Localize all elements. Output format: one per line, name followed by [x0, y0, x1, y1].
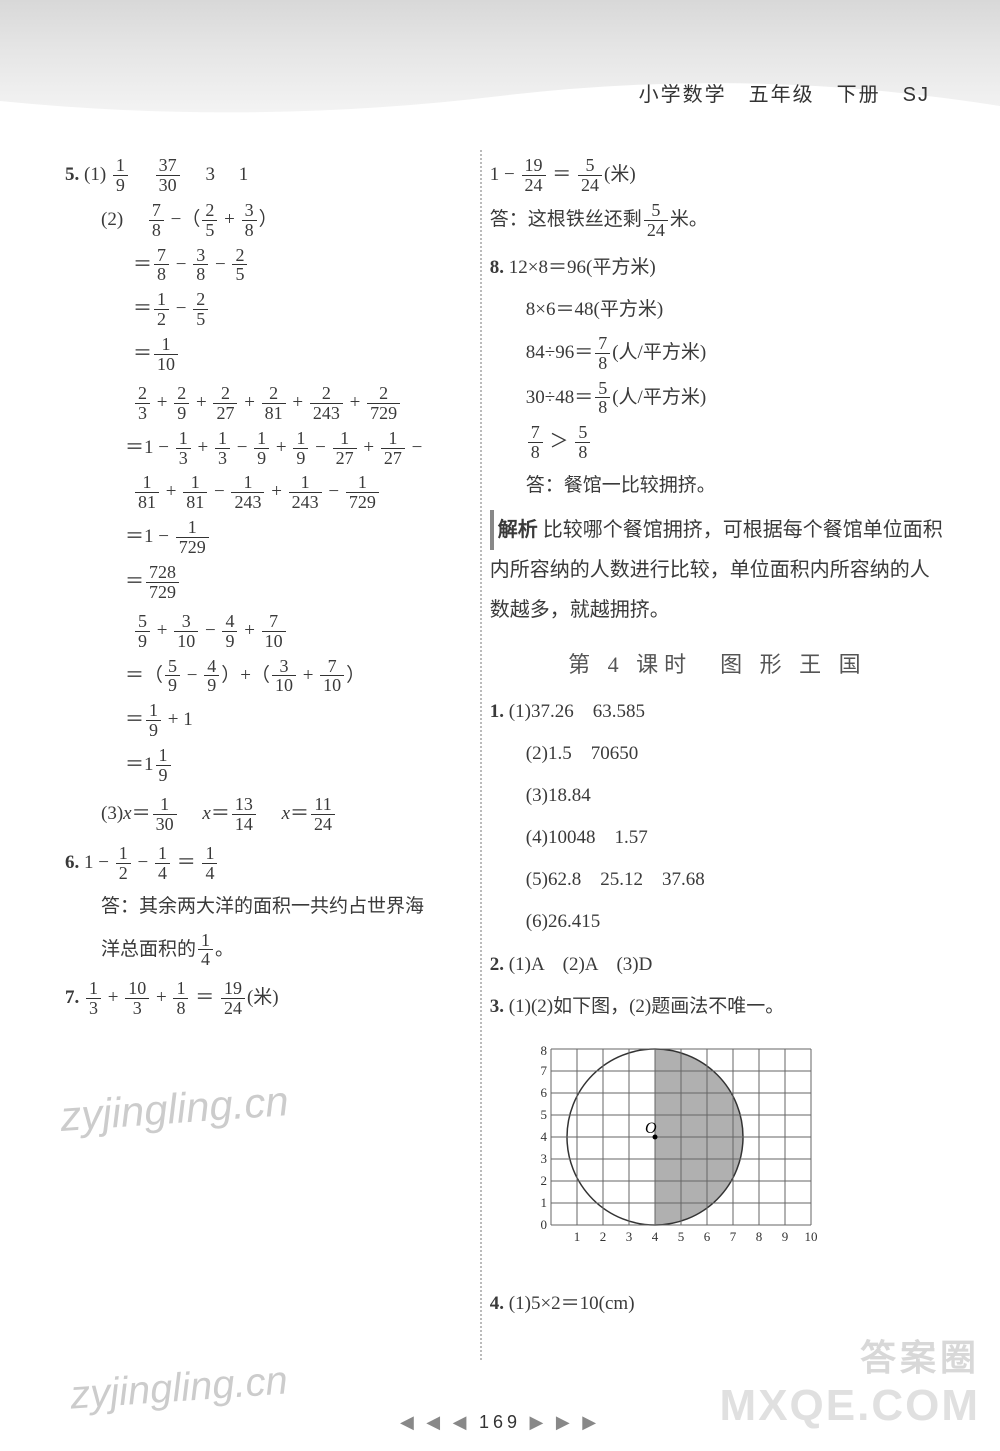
q6: 6. 1 − 12 − 14 ＝ 14 — [65, 844, 445, 883]
svg-text:2: 2 — [540, 1173, 547, 1188]
svg-text:0: 0 — [540, 1217, 547, 1232]
svg-text:4: 4 — [652, 1229, 659, 1244]
q5-1-sub: (1) — [84, 164, 106, 185]
page-header: 小学数学 五年级 下册 SJ — [0, 0, 1000, 120]
svg-text:6: 6 — [704, 1229, 711, 1244]
q5-3-sub: (3) — [101, 803, 123, 824]
s2: 2. (1)A (2)A (3)D — [490, 947, 945, 983]
val: 3 — [205, 164, 215, 185]
s1-4: (4)10048 1.57 — [490, 820, 945, 856]
step: ＝110 — [65, 335, 445, 374]
q6-label: 6. — [65, 851, 79, 872]
q7-ans: 答：这根铁丝还剩524米。 — [490, 201, 945, 240]
svg-text:3: 3 — [540, 1151, 547, 1166]
svg-text:10: 10 — [804, 1229, 817, 1244]
right-column: 1 − 1924 ＝ 524(米) 答：这根铁丝还剩524米。 8. 12×8＝… — [470, 150, 945, 1380]
q5-2-sub: (2) — [101, 209, 123, 230]
arrow-right-icon: ▶ ▶ ▶ — [530, 1412, 601, 1432]
svg-text:6: 6 — [540, 1085, 547, 1100]
q7-label: 7. — [65, 987, 79, 1008]
q8-l3: 84÷96＝78(人/平方米) — [490, 334, 945, 373]
column-divider — [480, 150, 482, 1360]
s3: 3. (1)(2)如下图，(2)题画法不唯一。 — [490, 989, 945, 1025]
step: ＝12 − 25 — [65, 290, 445, 329]
q6-ans1: 答：其余两大洋的面积一共约占世界海 — [65, 889, 445, 925]
svg-text:8: 8 — [756, 1229, 763, 1244]
q8-l2: 8×6＝48(平方米) — [490, 292, 945, 328]
s1-2: (2)1.5 70650 — [490, 736, 945, 772]
val: 19 — [113, 156, 128, 195]
svg-text:9: 9 — [782, 1229, 789, 1244]
analysis-label: 解析 — [490, 510, 538, 550]
section-title: 第 4 课时 图 形 王 国 — [490, 644, 945, 686]
s1-1: 1. (1)37.26 63.585 — [490, 694, 945, 730]
step: ＝1 − 1729 — [65, 518, 445, 557]
q5-2-expr: (2) 78 −（25 + 38） — [65, 201, 445, 240]
q8-l1: 8. 12×8＝96(平方米) — [490, 250, 945, 286]
arrow-left-icon: ◀ ◀ ◀ — [400, 1412, 471, 1432]
q5-expr3: 59 + 310 − 49 + 710 — [65, 612, 445, 651]
step: ＝728729 — [65, 563, 445, 602]
s4: 4. (1)5×2＝10(cm) — [490, 1286, 945, 1322]
s1-6: (6)26.415 — [490, 904, 945, 940]
svg-text:7: 7 — [730, 1229, 737, 1244]
svg-text:5: 5 — [678, 1229, 685, 1244]
q8-analysis: 解析 比较哪个餐馆拥挤，可根据每个餐馆单位面积内所容纳的人数进行比较，单位面积内… — [490, 510, 945, 630]
q5-label: 5. — [65, 164, 79, 185]
s1-3: (3)18.84 — [490, 778, 945, 814]
q5-3: (3)x＝130 x＝1314 x＝1124 — [65, 795, 445, 834]
svg-text:2: 2 — [600, 1229, 607, 1244]
step: ＝1 − 13 + 13 − 19 + 19 − 127 + 127 − — [65, 429, 445, 468]
svg-text:3: 3 — [626, 1229, 633, 1244]
svg-text:O: O — [645, 1120, 657, 1137]
q6-ans2: 洋总面积的14。 — [65, 931, 445, 970]
analysis-body: 比较哪个餐馆拥挤，可根据每个餐馆单位面积内所容纳的人数进行比较，单位面积内所容纳… — [490, 519, 943, 621]
svg-text:7: 7 — [540, 1063, 547, 1078]
svg-text:1: 1 — [574, 1229, 581, 1244]
svg-text:4: 4 — [540, 1129, 547, 1144]
step: 181 + 181 − 1243 + 1243 − 1729 — [65, 473, 445, 512]
val: 1 — [239, 164, 249, 185]
s1-5: (5)62.8 25.12 37.68 — [490, 862, 945, 898]
q8-label: 8. — [490, 257, 504, 278]
page-number: 169 — [479, 1412, 521, 1432]
q5-expr2: 23 + 29 + 227 + 281 + 2243 + 2729 — [65, 384, 445, 423]
grid-figure: O 0 1 2 3 4 5 6 7 8 1 2 3 4 5 6 7 8 9 10 — [526, 1039, 856, 1259]
q8-ans: 答：餐馆一比较拥挤。 — [490, 468, 945, 504]
header-text: 小学数学 五年级 下册 SJ — [639, 78, 930, 107]
q8-l4: 30÷48＝58(人/平方米) — [490, 379, 945, 418]
q5-part1: 5. (1) 19 3730 3 1 — [65, 156, 445, 195]
content-area: 5. (1) 19 3730 3 1 (2) 78 −（25 + 38） ＝78… — [0, 120, 1000, 1380]
svg-text:5: 5 — [540, 1107, 547, 1122]
page-footer: ◀ ◀ ◀ 169 ▶ ▶ ▶ — [0, 1412, 1000, 1433]
q8-cmp: 78 ＞ 58 — [490, 423, 945, 462]
svg-text:8: 8 — [540, 1043, 547, 1058]
step: ＝19 + 1 — [65, 701, 445, 740]
step: ＝78 − 38 − 25 — [65, 246, 445, 285]
left-column: 5. (1) 19 3730 3 1 (2) 78 −（25 + 38） ＝78… — [65, 150, 470, 1380]
val: 3730 — [156, 156, 180, 195]
q7: 7. 13 + 103 + 18 ＝ 1924(米) — [65, 979, 445, 1018]
step: ＝（59 − 49）+（310 + 710） — [65, 657, 445, 696]
step: ＝119 — [65, 746, 445, 785]
svg-text:1: 1 — [540, 1195, 547, 1210]
q7-cont: 1 − 1924 ＝ 524(米) — [490, 156, 945, 195]
